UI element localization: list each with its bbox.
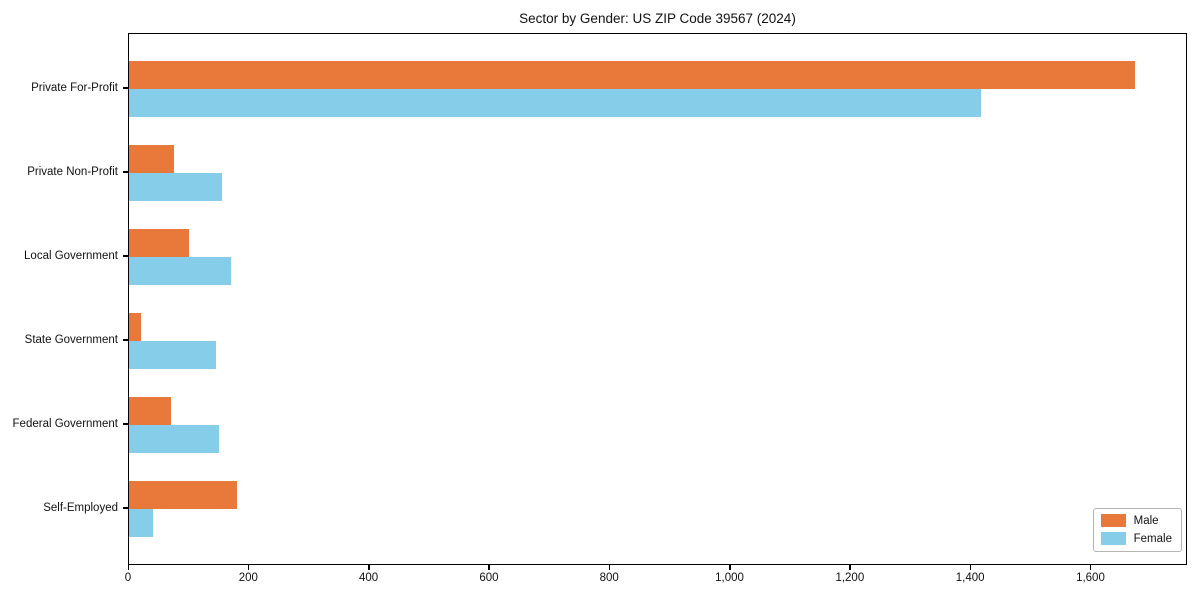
x-axis-tick [729,565,731,570]
y-axis-tick [123,339,128,341]
x-axis-tick-label: 1,000 [715,572,744,584]
legend-label-female: Female [1133,532,1172,545]
y-axis-tick [123,255,128,257]
bar-male-2 [129,229,189,257]
y-axis-category-label: State Government [24,334,118,346]
y-axis-category-label: Self-Employed [43,502,118,514]
legend: Male Female [1092,508,1182,552]
bar-female-2 [129,257,231,285]
bar-female-3 [129,341,216,369]
x-axis-tick-label: 0 [124,572,132,584]
bar-male-5 [129,481,237,509]
x-axis-tick-label: 1,200 [835,572,865,584]
bar-male-4 [129,397,171,425]
bar-female-0 [129,89,981,117]
x-axis-tick-label: 800 [599,572,619,584]
y-axis-category-label: Private Non-Profit [27,166,118,178]
y-axis-tick [123,507,128,509]
x-axis-tick-label: 200 [238,572,258,584]
legend-entry-male: Male [1100,514,1172,527]
legend-entry-female: Female [1100,532,1172,545]
female-color-swatch [1100,532,1126,545]
bar-male-3 [129,313,141,341]
bar-female-5 [129,509,153,537]
y-axis-category-label: Federal Government [12,418,118,430]
x-axis-tick-label: 400 [359,572,379,584]
x-axis-tick [247,565,250,570]
bar-female-1 [129,173,222,201]
x-axis-tick-label: 1,400 [955,572,985,584]
x-axis-tick [849,565,851,570]
legend-label-male: Male [1133,514,1159,527]
bar-male-0 [129,61,1135,89]
x-axis-tick [969,565,972,570]
y-axis-category-label: Local Government [24,250,118,262]
plot-area: Male Female [128,33,1187,565]
x-axis-tick [368,565,370,570]
male-color-swatch [1100,514,1126,527]
bar-male-1 [129,145,174,173]
x-axis-tick [608,565,611,570]
x-axis-tick [1089,565,1092,570]
y-axis-tick [123,423,128,425]
y-axis-category-label: Private For-Profit [31,82,118,94]
bar-female-4 [129,425,219,453]
x-axis-tick [488,565,490,570]
x-axis-tick-label: 600 [479,572,499,584]
y-axis-tick [123,87,128,89]
x-axis-tick [127,565,129,570]
x-axis-tick-label: 1,600 [1076,572,1105,584]
y-axis-tick [123,171,128,173]
chart-title: Sector by Gender: US ZIP Code 39567 (202… [519,11,796,26]
